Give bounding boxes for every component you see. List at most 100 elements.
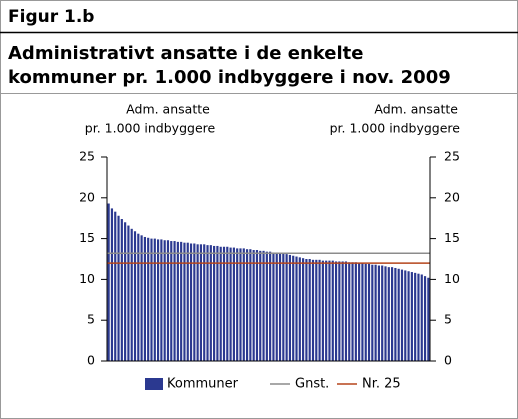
bar [407, 271, 410, 361]
bar [255, 250, 259, 361]
legend-label: Gnst. [295, 377, 329, 392]
y-tick-label: 5 [87, 312, 95, 327]
bar [199, 244, 203, 361]
bar [252, 250, 255, 361]
y-axis-title: Adm. ansatte [126, 102, 210, 117]
y2-tick-label: 25 [444, 149, 460, 164]
bar [358, 263, 361, 361]
bar [166, 240, 170, 361]
bar [110, 208, 114, 361]
bar [124, 222, 127, 361]
bar [377, 265, 381, 361]
bar [245, 249, 249, 361]
bar [302, 258, 305, 361]
bar [295, 256, 298, 361]
y2-tick-label: 10 [444, 271, 460, 286]
bar [404, 270, 407, 361]
chart-title: Administrativt ansatte i de enkelte [8, 43, 363, 64]
bar [318, 259, 321, 361]
bar [242, 248, 245, 361]
bar [140, 235, 143, 361]
bar [351, 262, 354, 361]
bar [262, 250, 265, 361]
bar [213, 245, 216, 361]
bar [292, 255, 295, 361]
bar [114, 211, 117, 361]
bar [222, 246, 226, 361]
bar [120, 219, 123, 361]
bar [328, 260, 331, 361]
y-tick-label: 10 [79, 271, 95, 286]
bar [137, 233, 140, 361]
bar [176, 241, 179, 361]
bar [206, 245, 209, 361]
bar [381, 265, 384, 361]
chart-title: kommuner pr. 1.000 indbyggere i nov. 200… [8, 67, 451, 88]
bar [423, 276, 427, 361]
bar [420, 274, 423, 361]
bar [186, 242, 189, 361]
bar [226, 246, 229, 361]
y2-axis-title: Adm. ansatte [374, 102, 458, 117]
bar [183, 242, 186, 361]
bar [216, 245, 219, 361]
y2-tick-label: 5 [444, 312, 452, 327]
bar [127, 225, 130, 361]
bar [427, 277, 430, 361]
bar [236, 248, 239, 361]
bar [173, 241, 176, 361]
bar [272, 252, 275, 361]
bar [400, 269, 404, 361]
y2-tick-label: 20 [444, 189, 460, 204]
bar [417, 273, 420, 361]
bar [219, 246, 222, 361]
bar [331, 260, 334, 361]
bar [387, 267, 390, 361]
bar [414, 272, 417, 361]
bar [410, 272, 413, 361]
bar [232, 247, 235, 361]
bar [130, 228, 133, 361]
bar [298, 257, 301, 361]
bar [371, 264, 374, 361]
bar [348, 262, 351, 361]
bar [203, 244, 206, 361]
figure-label: Figur 1.b [8, 7, 94, 27]
bar [239, 248, 242, 361]
bar [305, 259, 308, 361]
bar [367, 263, 371, 361]
bar [117, 215, 120, 361]
y2-axis-title: pr. 1.000 indbyggere [330, 121, 461, 136]
bar [133, 231, 137, 361]
y-tick-label: 20 [79, 189, 95, 204]
bar [153, 238, 156, 361]
bar [180, 241, 183, 361]
bar [397, 268, 400, 361]
bar [189, 243, 193, 361]
bar [374, 264, 377, 361]
y-tick-label: 25 [79, 149, 95, 164]
bar [156, 239, 160, 361]
bar [278, 253, 282, 361]
bar [193, 243, 196, 361]
bar [361, 263, 364, 361]
y-tick-label: 0 [87, 353, 95, 368]
bar [150, 238, 153, 361]
bar [315, 259, 318, 361]
bar [384, 266, 387, 361]
bar [285, 254, 288, 361]
bar [364, 263, 367, 361]
y-tick-label: 15 [79, 230, 95, 245]
bar [394, 267, 397, 361]
bar [308, 259, 311, 361]
bar [341, 261, 344, 361]
bar [282, 253, 285, 361]
bar [196, 244, 199, 361]
y-axis-title: pr. 1.000 indbyggere [85, 121, 216, 136]
bar [288, 254, 292, 361]
y2-tick-label: 15 [444, 230, 460, 245]
bar [163, 240, 166, 361]
bar [259, 250, 262, 361]
bar [249, 249, 252, 361]
